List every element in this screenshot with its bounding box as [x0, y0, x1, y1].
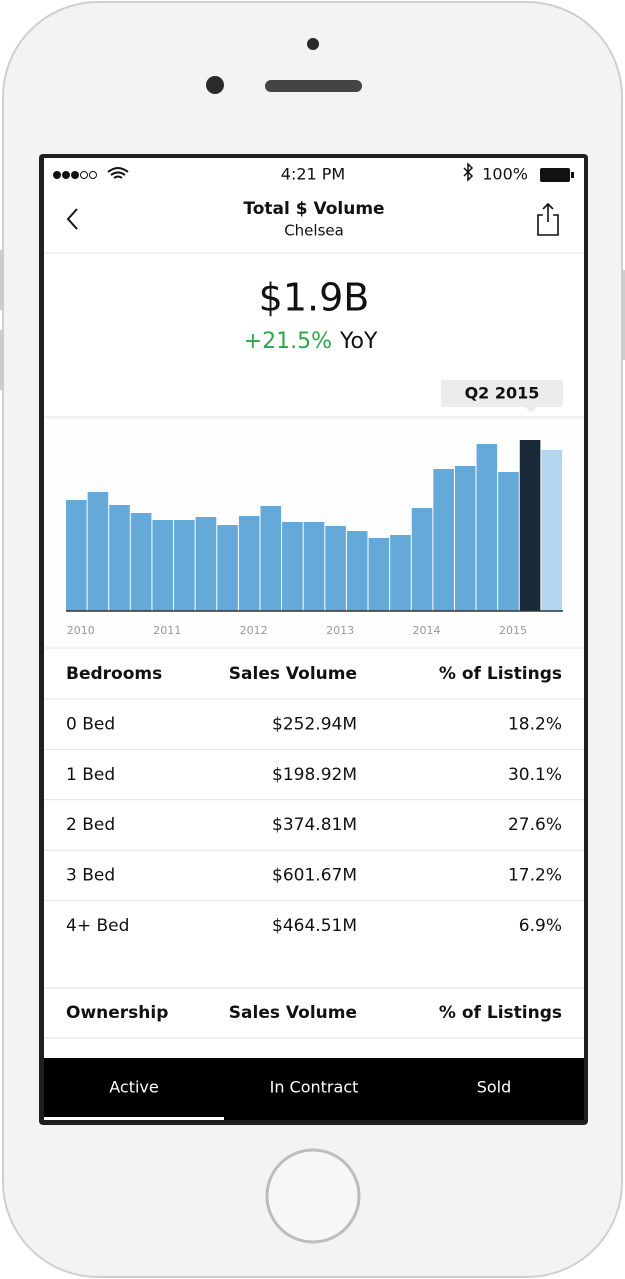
- nav-title: Total $ Volume: [243, 199, 384, 219]
- side-button: [0, 330, 4, 390]
- bar: [282, 522, 303, 611]
- table-cell: 1 Bed: [66, 765, 115, 785]
- summary-value: $1.9B: [259, 276, 370, 320]
- bar: [152, 520, 174, 611]
- bar: [217, 525, 238, 611]
- summary-unit: YoY: [339, 329, 378, 354]
- bar: [498, 472, 519, 611]
- table-cell: 6.9%: [519, 916, 562, 936]
- tab-bar: [44, 1058, 584, 1120]
- annotation: Q2 2015: [465, 384, 540, 403]
- bar: [87, 492, 109, 611]
- bar: [476, 444, 498, 611]
- column-header: Ownership: [66, 1003, 168, 1023]
- x-tick-label: 2013: [326, 624, 354, 637]
- column-header: % of Listings: [439, 664, 562, 684]
- camera: [206, 76, 224, 94]
- x-tick-label: 2012: [240, 624, 268, 637]
- bar: [411, 508, 433, 611]
- x-tick-label: 2014: [413, 624, 441, 637]
- bar: [519, 440, 541, 611]
- bar: [66, 500, 87, 611]
- table-cell: $198.92M: [272, 765, 357, 785]
- column-header: Sales Volume: [229, 1003, 357, 1023]
- x-tick-label: 2010: [67, 624, 95, 637]
- summary-change: +21.5%: [244, 329, 332, 354]
- table-cell: 0 Bed: [66, 714, 115, 734]
- share-button[interactable]: [537, 202, 559, 236]
- column-header: Sales Volume: [229, 664, 357, 684]
- bar: [368, 538, 390, 611]
- table-cell: 2 Bed: [66, 815, 115, 835]
- bar: [303, 522, 325, 611]
- tab-indicator: [44, 1117, 224, 1120]
- bar: [174, 520, 195, 611]
- column-header: % of Listings: [439, 1003, 562, 1023]
- table-cell: 4+ Bed: [66, 916, 129, 936]
- bar: [260, 506, 282, 611]
- tab[interactable]: In Contract: [270, 1078, 359, 1097]
- bar: [541, 450, 562, 611]
- table-cell: $601.67M: [272, 866, 357, 886]
- time: 4:21 PM: [281, 165, 345, 184]
- sensor: [307, 38, 319, 50]
- tab[interactable]: Sold: [477, 1078, 512, 1097]
- bar: [130, 513, 152, 611]
- table-cell: 30.1%: [508, 765, 562, 785]
- bar: [390, 535, 411, 611]
- home-button[interactable]: [265, 1148, 361, 1244]
- bar: [195, 517, 217, 611]
- column-header: Bedrooms: [66, 664, 162, 684]
- tab[interactable]: Active: [109, 1078, 159, 1097]
- table-cell: $252.94M: [272, 714, 357, 734]
- table-cell: 18.2%: [508, 714, 562, 734]
- bar: [325, 526, 346, 611]
- nav-subtitle: Chelsea: [284, 222, 344, 240]
- back-button[interactable]: [66, 208, 78, 230]
- side-button: [0, 250, 4, 310]
- table-cell: 3 Bed: [66, 866, 115, 886]
- bar: [346, 531, 368, 611]
- bar: [454, 466, 476, 611]
- bar: [433, 469, 454, 611]
- table-cell: $464.51M: [272, 916, 357, 936]
- status-bar: 4:21 PM 100%: [53, 162, 574, 184]
- battery-label: 100%: [482, 165, 528, 184]
- x-tick-label: 2015: [499, 624, 527, 637]
- table-cell: $374.81M: [272, 815, 357, 835]
- speaker: [265, 80, 362, 92]
- bar: [238, 516, 260, 611]
- x-tick-label: 2011: [153, 624, 181, 637]
- table-cell: 27.6%: [508, 815, 562, 835]
- annotation-pointer: [525, 407, 537, 413]
- side-button: [621, 270, 625, 360]
- bar: [109, 505, 130, 611]
- table-cell: 17.2%: [508, 866, 562, 886]
- annotation-box: [441, 380, 563, 407]
